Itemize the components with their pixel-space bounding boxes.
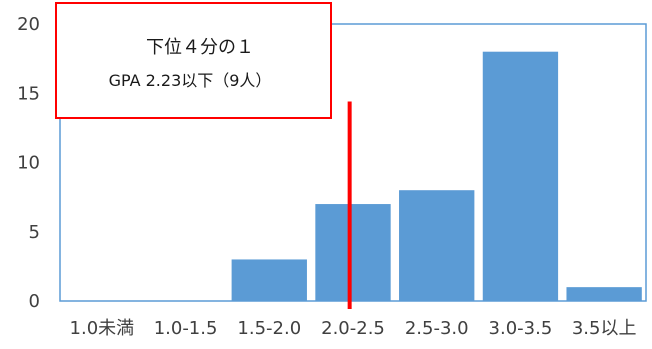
x-axis-ticks: 1.0未満 1.0-1.5 1.5-2.0 2.0-2.5 2.5-3.0 3.0-3.5… [70, 318, 637, 339]
annotation-line2: GPA 2.23以下（9人） [109, 71, 272, 90]
y-tick-label: 15 [17, 83, 40, 104]
y-tick-label: 5 [29, 222, 40, 243]
annotation-box: 下位４分の１ GPA 2.23以下（9人） [55, 2, 332, 119]
bars-group [231, 51, 642, 302]
y-axis-ticks: 0 5 10 15 20 [17, 14, 40, 312]
bar [399, 190, 475, 301]
y-tick-label: 20 [17, 14, 40, 35]
x-tick-label: 3.0-3.5 [489, 318, 553, 339]
bar [482, 51, 559, 302]
x-tick-label: 1.0未満 [70, 318, 135, 339]
bar [566, 287, 642, 301]
annotation-border [55, 2, 332, 119]
annotation-line1: 下位４分の１ [146, 37, 254, 58]
x-tick-label: 1.0-1.5 [154, 318, 218, 339]
bar [315, 204, 391, 301]
x-tick-label: 2.0-2.5 [321, 318, 385, 339]
x-tick-label: 1.5-2.0 [237, 318, 301, 339]
bar [231, 259, 307, 301]
x-tick-label: 3.5以上 [572, 318, 637, 339]
y-tick-label: 10 [17, 153, 40, 174]
x-tick-label: 2.5-3.0 [405, 318, 469, 339]
y-tick-label: 0 [29, 291, 40, 312]
